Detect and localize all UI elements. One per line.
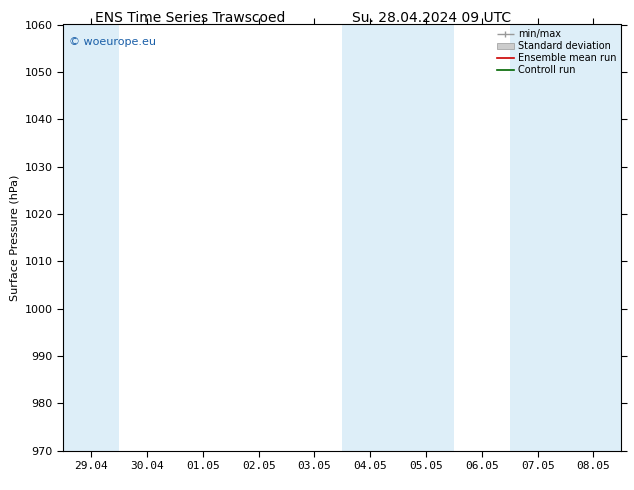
Bar bbox=[342, 24, 398, 451]
Bar bbox=[510, 24, 566, 451]
Bar bbox=[566, 24, 621, 451]
Bar bbox=[63, 24, 119, 451]
Text: © woeurope.eu: © woeurope.eu bbox=[69, 37, 156, 48]
Bar bbox=[398, 24, 454, 451]
Text: ENS Time Series Trawscoed: ENS Time Series Trawscoed bbox=[95, 11, 285, 25]
Y-axis label: Surface Pressure (hPa): Surface Pressure (hPa) bbox=[10, 174, 19, 301]
Text: Su. 28.04.2024 09 UTC: Su. 28.04.2024 09 UTC bbox=[352, 11, 510, 25]
Legend: min/max, Standard deviation, Ensemble mean run, Controll run: min/max, Standard deviation, Ensemble me… bbox=[495, 27, 618, 77]
